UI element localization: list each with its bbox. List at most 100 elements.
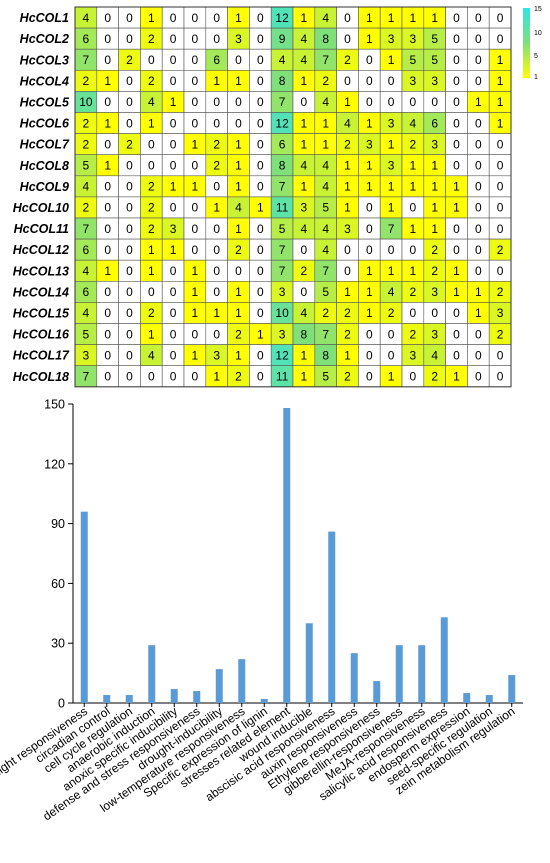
heatmap-cell-value: 0 [475,243,482,257]
heatmap-cell-value: 0 [235,116,242,130]
heatmap-chart: HcCOL1 HcCOL2 HcCOL3 HcCOL4 HcCOL5 HcCOL6 HcCO… [13,6,542,388]
heatmap-cell-value: 7 [279,180,286,194]
heatmap-cell-value: 1 [388,137,395,151]
heatmap-cell-value: 3 [388,32,395,46]
bar [395,645,403,703]
heatmap-cell-value: 0 [213,11,220,25]
heatmap-cell-value: 5 [322,285,329,299]
heatmap-cell-value: 4 [322,222,329,236]
heatmap-cell-value: 1 [148,116,155,130]
heatmap-cell-value: 1 [301,369,308,383]
heatmap-cell-value: 0 [497,348,504,362]
heatmap-cell-value: 1 [213,74,220,88]
heatmap-cell-value: 1 [192,137,199,151]
bar [103,695,111,703]
heatmap-cell-value: 4 [301,222,308,236]
heatmap-cell-value: 3 [431,285,438,299]
heatmap-cell-value: 0 [170,369,177,383]
heatmap-cell-value: 1 [344,201,351,215]
heatmap-cell-value: 0 [104,327,111,341]
heatmap-cell-value: 7 [322,53,329,67]
heatmap-cell-value: 0 [104,95,111,109]
heatmap-cell-value: 1 [344,158,351,172]
bar [193,691,201,703]
heatmap-cell-value: 0 [257,158,264,172]
heatmap-cell-value: 1 [410,180,417,194]
heatmap-cell-value: 2 [148,222,155,236]
heatmap-cell-value: 3 [213,348,220,362]
heatmap-cell-value: 1 [235,306,242,320]
heatmap-cell-value: 7 [279,264,286,278]
row-label-hccol9: HcCOL9 [20,180,69,194]
heatmap-cell-value: 0 [213,243,220,257]
heatmap-cell-value: 0 [453,95,460,109]
heatmap-cell-value: 1 [453,285,460,299]
heatmap-cell-value: 0 [257,137,264,151]
heatmap-cell-value: 11 [276,201,289,215]
heatmap-cell-value: 0 [366,327,373,341]
heatmap-cell-value: 0 [453,11,460,25]
heatmap-cell-value: 1 [410,11,417,25]
heatmap-cell-value: 3 [279,285,286,299]
row-label-hccol1: HcCOL1 [20,11,69,25]
heatmap-cell-value: 0 [344,32,351,46]
heatmap-cell-value: 0 [170,158,177,172]
heatmap-cell-value: 0 [170,11,177,25]
row-label-hccol14: HcCOL14 [13,285,69,299]
heatmap-cell-value: 0 [170,306,177,320]
heatmap-cell-value: 0 [453,74,460,88]
heatmap-cell-value: 2 [410,327,417,341]
heatmap-cell-value: 2 [148,32,155,46]
heatmap-cell-value: 0 [126,369,133,383]
heatmap-cell-value: 1 [410,264,417,278]
heatmap-cell-value: 0 [170,116,177,130]
heatmap-cell-value: 2 [126,137,133,151]
heatmap-cell-value: 1 [192,348,199,362]
heatmap-cell-value: 1 [388,201,395,215]
heatmap-cell-value: 1 [431,201,438,215]
heatmap-cell-value: 0 [192,74,199,88]
bar [80,511,88,703]
heatmap-cell-value: 1 [344,285,351,299]
heatmap-cell-value: 4 [322,11,329,25]
heatmap-cell-value: 0 [126,158,133,172]
heatmap-cell-value: 2 [497,327,504,341]
heatmap-cell-value: 6 [83,32,90,46]
heatmap-border [74,6,512,388]
heatmap-cell-value: 8 [279,74,286,88]
heatmap-cell-value: 0 [148,285,155,299]
bar [440,617,448,703]
heatmap-cell-value: 10 [79,95,93,109]
heatmap-cell-value: 0 [104,32,111,46]
heatmap-cell-value: 1 [104,116,111,130]
heatmap-cell-value: 0 [257,32,264,46]
heatmap-cell-value: 7 [83,222,90,236]
heatmap-cell-value: 1 [235,348,242,362]
heatmap-cell-value: 0 [475,11,482,25]
heatmap-cell-value: 1 [344,348,351,362]
heatmap-cell-value: 1 [410,222,417,236]
heatmap-cell-value: 1 [170,180,177,194]
heatmap-cell-value: 5 [83,158,90,172]
bar [125,695,133,703]
legend-tick-15: 15 [534,6,542,13]
heatmap-cell-value: 2 [431,264,438,278]
heatmap-cell-value: 1 [453,180,460,194]
heatmap-cell-value: 1 [104,74,111,88]
heatmap-cell-value: 2 [235,327,242,341]
heatmap-cell-value: 0 [126,264,133,278]
bar [350,653,358,703]
heatmap-cell-value: 3 [388,158,395,172]
row-label-hccol18: HcCOL18 [13,370,69,384]
heatmap-cell-value: 0 [475,180,482,194]
heatmap-cell-value: 1 [453,369,460,383]
heatmap-cell-value: 0 [104,222,111,236]
heatmap-cell-value: 1 [192,285,199,299]
heatmap-cell-value: 4 [148,348,155,362]
heatmap-cell-value: 1 [431,180,438,194]
heatmap-cell-value: 0 [301,95,308,109]
bar [283,407,291,703]
heatmap-cell-value: 1 [213,201,220,215]
heatmap-cell-value: 0 [104,348,111,362]
